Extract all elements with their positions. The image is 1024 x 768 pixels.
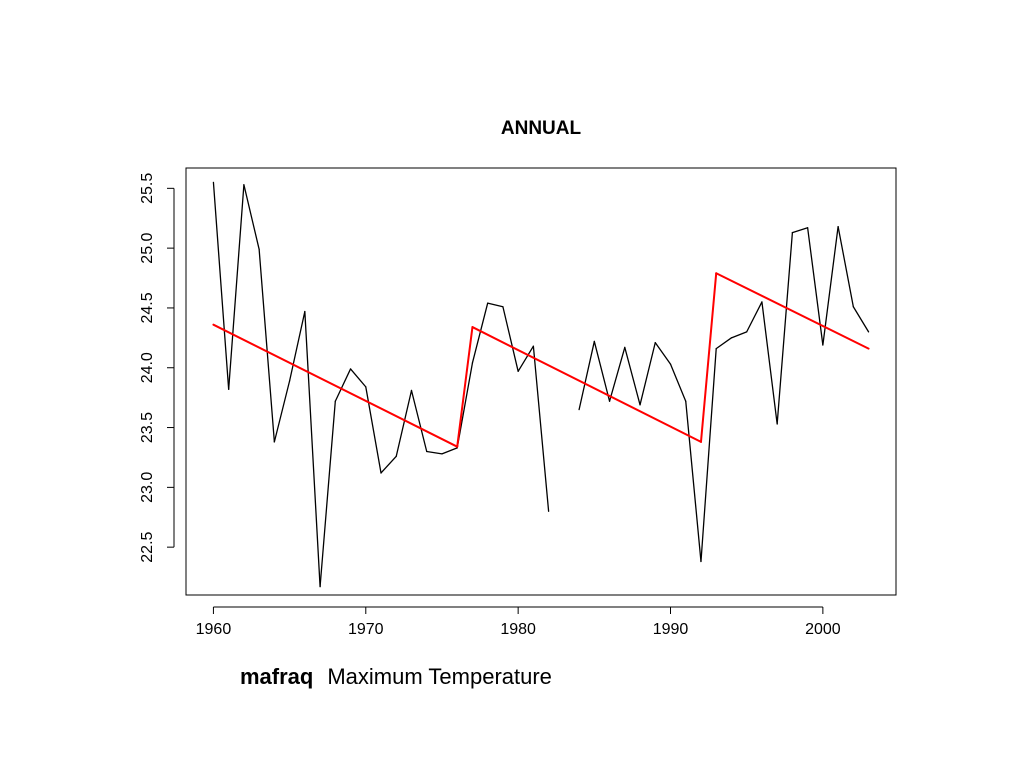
series-layer	[212, 181, 870, 588]
y-tick-label: 23.5	[139, 412, 156, 443]
chart-title: ANNUAL	[501, 118, 582, 139]
series-1	[212, 272, 870, 448]
series-0-segment	[761, 301, 778, 425]
x-tick-label: 1970	[348, 621, 384, 638]
x-tick-label: 2000	[805, 621, 841, 638]
y-tick-label: 25.0	[139, 232, 156, 263]
series-0-segment	[502, 306, 519, 372]
series-0-segment	[380, 455, 397, 474]
x-tick-label: 1990	[653, 621, 689, 638]
series-0-segment	[730, 331, 748, 339]
series-0-segment	[806, 227, 824, 346]
series-0-segment	[212, 181, 230, 390]
series-0-segment	[334, 368, 352, 402]
y-tick-label: 25.5	[139, 173, 156, 204]
series-0-segment	[578, 340, 595, 411]
series-0-segment	[654, 341, 672, 365]
series-0-segment	[441, 447, 458, 455]
series-0-segment	[532, 345, 550, 512]
series-0-segment	[487, 302, 504, 308]
caption: mafraq Maximum Temperature	[240, 664, 552, 690]
series-1-segment	[471, 326, 702, 443]
series-0-segment	[319, 400, 336, 588]
series-0-segment	[365, 386, 382, 474]
series-0-segment	[304, 310, 321, 588]
series-0-segment	[471, 302, 489, 364]
series-0-segment	[746, 301, 763, 333]
y-axis: 22.5 23.0 23.5 24.0 24.5 25.0 25.5	[139, 173, 175, 563]
series-0-segment	[624, 346, 641, 406]
series-0-segment	[791, 227, 809, 234]
series-0-segment	[852, 306, 870, 333]
series-0-segment	[593, 340, 611, 402]
series-0-segment	[639, 341, 656, 406]
series-0-segment	[685, 400, 702, 563]
y-tick-label: 22.5	[139, 531, 156, 562]
series-0-segment	[715, 337, 733, 350]
y-tick-label: 24.5	[139, 292, 156, 323]
series-0-segment	[228, 184, 245, 390]
y-tick-label: 23.0	[139, 472, 156, 503]
series-0	[212, 181, 870, 588]
series-1-segment	[715, 272, 870, 350]
series-0-segment	[258, 248, 276, 443]
series-0-segment	[243, 184, 260, 250]
series-0-segment	[700, 347, 717, 563]
series-0-segment	[669, 363, 687, 402]
series-0-segment	[837, 225, 854, 308]
y-tick-label: 24.0	[139, 352, 156, 383]
plot-frame	[185, 167, 897, 596]
series-0-segment	[517, 345, 535, 372]
series-0-segment	[349, 368, 367, 388]
series-0-segment	[288, 310, 306, 382]
x-tick-label: 1980	[500, 621, 536, 638]
series-1-segment	[456, 326, 474, 448]
x-axis: 1960 1970 1980 1990 2000	[196, 606, 841, 638]
caption-variable: Maximum Temperature	[327, 664, 552, 689]
x-tick-label: 1960	[196, 621, 232, 638]
series-0-segment	[273, 380, 291, 443]
series-1-segment	[699, 272, 718, 443]
series-0-segment	[395, 389, 413, 457]
series-1-segment	[212, 323, 459, 448]
series-0-segment	[776, 231, 794, 425]
series-0-segment	[410, 389, 428, 453]
caption-station: mafraq	[240, 664, 314, 689]
series-0-segment	[608, 346, 626, 402]
series-0-segment	[822, 225, 839, 346]
series-0-segment	[426, 450, 443, 455]
